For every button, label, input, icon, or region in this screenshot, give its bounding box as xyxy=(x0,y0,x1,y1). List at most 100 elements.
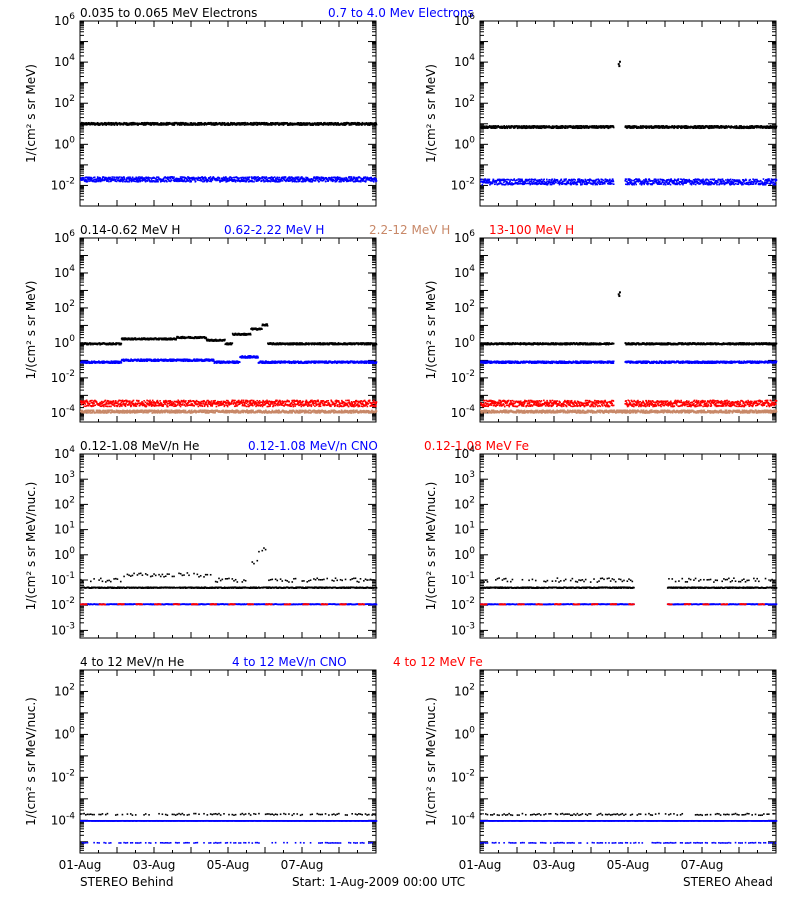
data-point xyxy=(109,176,111,179)
data-point xyxy=(306,176,309,179)
data-point xyxy=(334,122,337,124)
data-point xyxy=(250,122,252,125)
data-point xyxy=(270,178,273,181)
data-point xyxy=(284,176,287,178)
data-point xyxy=(755,182,757,185)
data-point xyxy=(277,122,279,124)
data-point xyxy=(165,122,167,124)
data-point xyxy=(244,122,247,125)
data-point xyxy=(207,179,210,182)
data-point xyxy=(612,183,615,185)
data-point xyxy=(280,122,283,125)
data-point xyxy=(601,178,603,181)
data-point xyxy=(488,178,491,181)
plot-panel-2-behind: 106 104 102 100 10-2 10-4 1/(cm² s sr MeV) xyxy=(24,229,378,423)
data-point xyxy=(256,124,259,126)
y-tick-label: 102 xyxy=(454,94,475,110)
data-point xyxy=(611,183,613,185)
data-point xyxy=(211,179,214,181)
data-point xyxy=(140,179,142,182)
data-point xyxy=(173,176,175,178)
data-point xyxy=(85,124,88,126)
data-point xyxy=(107,121,110,124)
data-point xyxy=(151,123,153,126)
data-point xyxy=(505,183,507,185)
data-point xyxy=(136,122,139,125)
data-point xyxy=(265,123,268,126)
data-point xyxy=(135,122,138,125)
data-point xyxy=(375,180,378,182)
data-point xyxy=(144,124,146,126)
data-point xyxy=(565,178,567,180)
data-point xyxy=(762,178,765,180)
data-point xyxy=(179,176,182,178)
data-point xyxy=(736,179,739,181)
data-point xyxy=(126,180,129,183)
data-point xyxy=(286,122,289,124)
data-point xyxy=(156,123,158,126)
data-point xyxy=(187,122,189,125)
data-points xyxy=(80,121,378,183)
data-point xyxy=(695,178,698,181)
data-point xyxy=(504,179,507,181)
data-point xyxy=(192,123,195,126)
data-point xyxy=(93,176,96,179)
data-point xyxy=(725,179,727,181)
data-point xyxy=(269,123,272,125)
data-point xyxy=(729,178,732,181)
data-point xyxy=(271,124,273,126)
data-point xyxy=(210,124,213,126)
legend-entry: 2.2-12 MeV H xyxy=(369,223,450,237)
data-point xyxy=(197,124,200,126)
data-point xyxy=(249,123,252,126)
data-point xyxy=(273,176,276,178)
data-point xyxy=(696,182,698,185)
data-point xyxy=(91,123,94,125)
data-point xyxy=(130,122,132,124)
data-point xyxy=(156,176,158,178)
data-point xyxy=(676,183,679,186)
data-point xyxy=(189,124,192,126)
data-point xyxy=(210,180,213,183)
data-point xyxy=(230,123,233,125)
data-point xyxy=(123,178,126,180)
data-point xyxy=(294,123,296,126)
data-point xyxy=(529,183,532,185)
data-point xyxy=(117,177,120,180)
data-point xyxy=(210,121,212,124)
data-point xyxy=(218,177,221,180)
data-point xyxy=(282,124,285,126)
data-point xyxy=(325,180,327,183)
data-point xyxy=(633,183,635,186)
data-point xyxy=(108,180,110,183)
y-tick-label: 10-2 xyxy=(451,176,475,192)
data-point xyxy=(375,123,378,126)
data-point xyxy=(242,123,244,126)
data-point xyxy=(498,183,500,185)
data-point xyxy=(693,183,695,185)
data-point xyxy=(142,122,144,124)
data-point xyxy=(657,178,659,181)
data-point xyxy=(156,178,159,181)
data-point xyxy=(677,178,680,180)
data-point xyxy=(186,124,188,126)
data-point xyxy=(299,179,301,182)
data-point xyxy=(595,178,598,181)
data-point xyxy=(194,180,197,182)
data-point xyxy=(339,176,341,179)
y-tick-label: 106 xyxy=(54,229,75,245)
data-point xyxy=(516,179,518,181)
data-point xyxy=(297,176,300,178)
data-point xyxy=(499,181,501,183)
y-tick-label: 104 xyxy=(54,264,75,280)
data-point xyxy=(555,181,557,184)
data-point xyxy=(745,179,748,181)
data-point xyxy=(260,180,263,183)
data-point xyxy=(248,178,250,181)
data-point xyxy=(149,122,151,125)
data-point xyxy=(239,124,241,126)
data-point xyxy=(265,176,268,179)
data-point xyxy=(80,123,82,126)
data-point xyxy=(560,178,563,181)
data-point xyxy=(588,180,591,183)
